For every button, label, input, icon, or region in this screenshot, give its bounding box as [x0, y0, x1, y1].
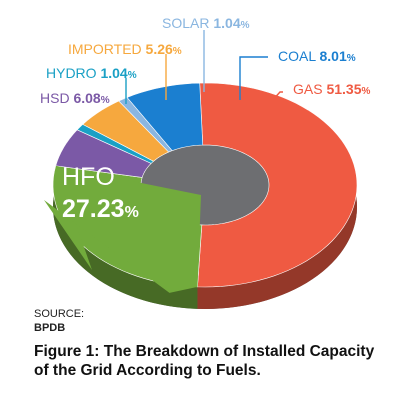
label-hsd: HSD 6.08%: [40, 90, 110, 106]
label-hfo-value: 27.23%: [62, 195, 139, 223]
label-solar: SOLAR 1.04%: [162, 15, 250, 31]
slice-wall-hfo: [53, 165, 198, 309]
source-name: BPDB: [34, 322, 66, 334]
leader-gas: [261, 91, 283, 113]
source-label: SOURCE:: [34, 308, 85, 320]
slice-coal: [126, 82, 204, 152]
donut-slices: [44, 82, 358, 293]
label-hydro: HYDRO 1.04%: [46, 65, 137, 81]
label-coal: COAL 8.01%: [278, 48, 356, 64]
leader-coal: [239, 56, 268, 100]
slice-labels: GAS 51.35% HFO 27.23% HSD 6.08% HYDRO 1.04% I…: [40, 15, 371, 223]
leader-lines: [125, 30, 283, 113]
label-hfo-name: HFO: [62, 163, 115, 191]
figure-caption: Figure 1: The Breakdown of Installed Cap…: [34, 343, 375, 379]
slice-hfo-wedge: [44, 165, 201, 293]
label-gas: GAS 51.35%: [293, 81, 371, 97]
label-imported: IMPORTED 5.26%: [68, 41, 182, 57]
source-note: SOURCE: BPDB: [34, 307, 84, 335]
